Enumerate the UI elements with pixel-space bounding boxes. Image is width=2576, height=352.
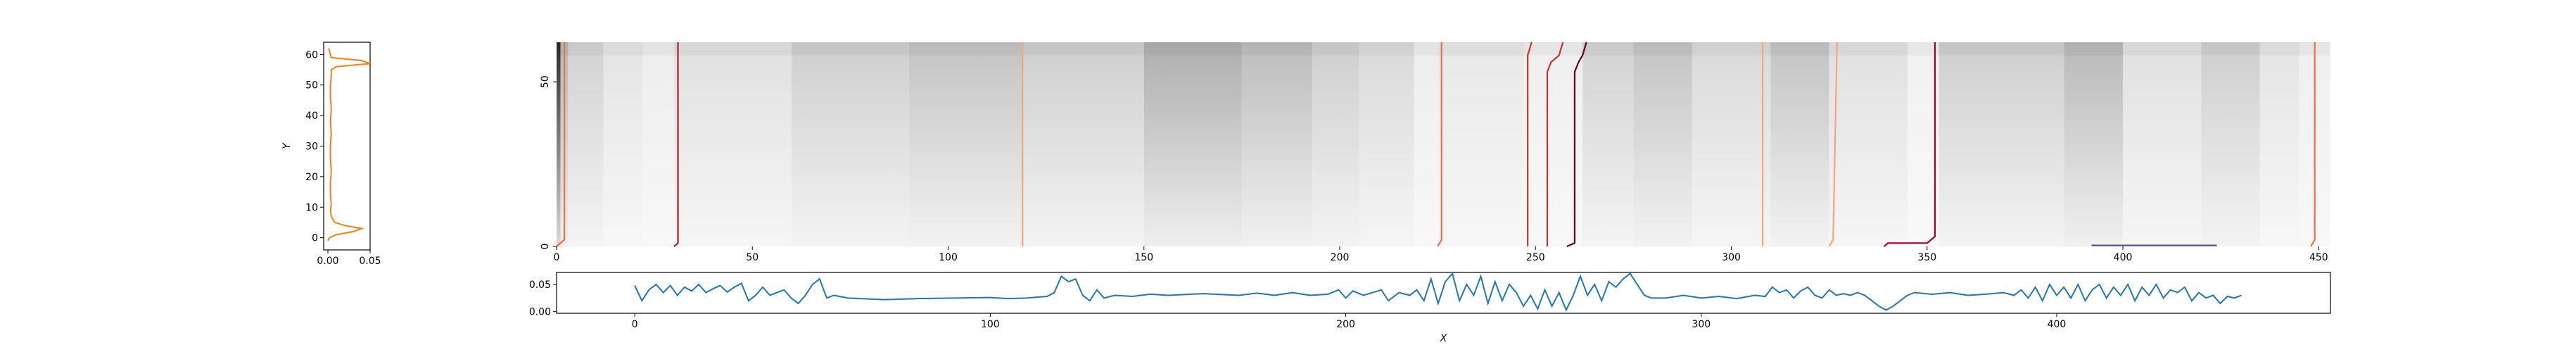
- left-x-tick-label: 0.00: [317, 256, 338, 267]
- heatmap-band: [1438, 42, 1524, 246]
- left-y-tick-label: 60: [305, 49, 318, 61]
- overlay-line: [673, 42, 679, 247]
- heatmap-band: [557, 42, 561, 246]
- bottom-x-profile-panel: 0 100 200 300 400 0.00 0.05 X: [529, 272, 2331, 344]
- overlay-line: [556, 42, 566, 247]
- heatmap-band: [673, 42, 792, 246]
- main-x-tick-label: 250: [1526, 252, 1545, 263]
- heatmap-band: [1414, 42, 1438, 246]
- main-x-tick-label: 400: [2114, 252, 2133, 263]
- heatmap-band: [1143, 42, 1242, 246]
- left-y-axis-label: Y: [281, 142, 293, 149]
- bottom-axes-frame: [556, 272, 2331, 314]
- main-x-tick-label: 150: [1134, 252, 1153, 263]
- heatmap-band: [791, 42, 909, 246]
- overlay-line: [1828, 42, 1838, 247]
- heatmap-band: [1692, 42, 1771, 246]
- overlay-line: [2310, 42, 2316, 247]
- left-profile-line: [327, 48, 371, 241]
- heatmap-band: [1022, 42, 1144, 246]
- heatmap-band: [1939, 42, 2064, 246]
- bottom-x-axis-label: X: [1440, 333, 1447, 344]
- bottom-x-tick-label: 0: [632, 319, 638, 330]
- heatmap-band: [1241, 42, 1313, 246]
- overlay-line: [1437, 42, 1442, 247]
- bottom-profile-line: [634, 272, 2242, 312]
- heatmap-top-stripe: [557, 42, 2330, 56]
- main-x-tick-label: 200: [1331, 252, 1350, 263]
- left-y-tick-label: 0: [312, 233, 318, 244]
- bottom-x-tick-label: 400: [2048, 319, 2067, 330]
- heatmap-band: [642, 42, 674, 246]
- bottom-x-tick-label: 200: [1336, 319, 1355, 330]
- heatmap-band: [1582, 42, 1634, 246]
- main-y-tick-label: 0: [540, 244, 551, 250]
- overlay-line: [1527, 42, 1533, 246]
- left-y-profile-panel: 0 10 20 30 40 50 60 0.00 0.05 Y: [281, 42, 381, 267]
- heatmap-band: [2201, 42, 2260, 246]
- overlay-line: [1566, 42, 1587, 248]
- heatmap-band: [1359, 42, 1414, 246]
- left-y-tick-label: 50: [305, 80, 318, 92]
- heatmap-band: [603, 42, 643, 246]
- main-x-tick-label: 350: [1917, 252, 1936, 263]
- bottom-y-tick-label: 0.05: [529, 279, 551, 291]
- bottom-x-tick-label: 300: [1692, 319, 1711, 330]
- heatmap-band: [2259, 42, 2299, 246]
- main-x-tick-label: 0: [554, 252, 560, 263]
- left-x-tick-label: 0.05: [359, 256, 381, 267]
- overlay-line: [1546, 42, 1564, 246]
- heatmap-main-panel: 0 50 100 150 200 250 300 350 400 450 0 50: [540, 42, 2330, 263]
- left-y-tick-label: 40: [305, 111, 318, 122]
- heatmap-band: [1770, 42, 1829, 246]
- heatmap-band: [1907, 42, 1939, 246]
- heatmap-band: [1633, 42, 1692, 246]
- left-y-tick-label: 20: [305, 172, 318, 183]
- heatmap-band: [1829, 42, 1908, 246]
- heatmap-band: [1312, 42, 1359, 246]
- main-x-tick-label: 450: [2309, 252, 2328, 263]
- main-x-tick-label: 100: [939, 252, 958, 263]
- bottom-x-tick-label: 100: [981, 319, 1000, 330]
- left-y-tick-label: 30: [305, 142, 318, 153]
- heatmap-band: [2123, 42, 2202, 246]
- heatmap-band: [2064, 42, 2124, 246]
- heatmap-band: [568, 42, 604, 246]
- overlay-line: [1883, 42, 1936, 247]
- heatmap-band: [908, 42, 1023, 246]
- bottom-y-tick-label: 0.00: [529, 307, 551, 318]
- left-y-tick-label: 10: [305, 202, 318, 213]
- main-y-tick-label: 50: [540, 75, 551, 88]
- main-x-tick-label: 50: [746, 252, 759, 263]
- main-x-tick-label: 300: [1722, 252, 1741, 263]
- heatmap-band: [1523, 42, 1583, 246]
